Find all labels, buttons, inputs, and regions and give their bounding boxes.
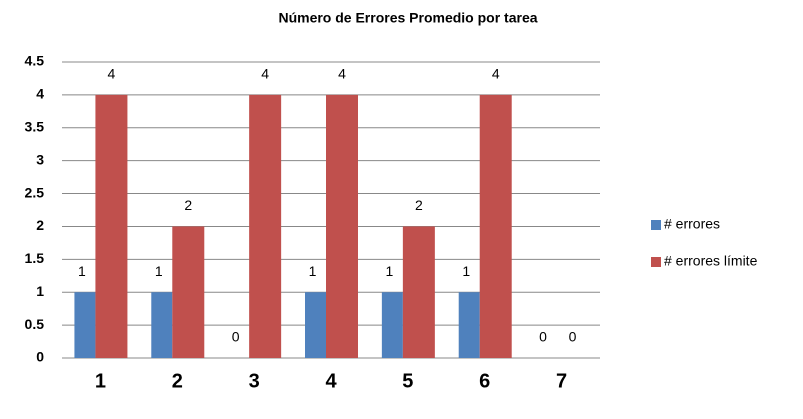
- bar: [381, 292, 403, 358]
- data-label: 1: [462, 263, 470, 279]
- bar: [305, 292, 326, 358]
- bar: [326, 94, 358, 358]
- x-tick-label: 2: [172, 370, 183, 392]
- bar: [151, 292, 173, 358]
- data-label: 0: [569, 329, 577, 345]
- y-tick-label: 1.5: [25, 250, 45, 266]
- x-tick-label: 3: [249, 370, 260, 392]
- x-tick-label: 1: [95, 370, 106, 392]
- legend-swatch: [651, 257, 661, 267]
- data-label: 1: [78, 263, 86, 279]
- data-label: 2: [184, 197, 192, 213]
- data-label: 0: [232, 329, 240, 345]
- x-tick-label: 5: [402, 370, 413, 392]
- data-label: 4: [338, 66, 346, 82]
- legend-label: # errores: [664, 216, 720, 232]
- data-label: 1: [385, 263, 393, 279]
- x-tick-label: 6: [479, 370, 490, 392]
- y-tick-label: 1: [36, 283, 44, 299]
- bar: [172, 226, 205, 358]
- bar: [249, 94, 282, 358]
- data-label: 1: [309, 263, 317, 279]
- y-tick-label: 0: [36, 349, 44, 365]
- data-label: 1: [155, 263, 163, 279]
- bar: [74, 292, 96, 358]
- y-tick-label: 4.5: [25, 53, 45, 69]
- bar: [479, 94, 512, 358]
- y-tick-label: 2.5: [25, 184, 45, 200]
- y-tick-label: 3.5: [25, 118, 45, 134]
- x-tick-label: 7: [556, 370, 567, 392]
- data-label: 4: [492, 66, 500, 82]
- bar: [402, 226, 435, 358]
- legend-label: # errores límite: [664, 253, 758, 269]
- data-label: 2: [415, 197, 423, 213]
- data-label: 4: [261, 66, 269, 82]
- y-tick-label: 4: [36, 86, 44, 102]
- y-tick-label: 3: [36, 151, 44, 167]
- bar: [458, 292, 480, 358]
- y-tick-label: 2: [36, 217, 44, 233]
- data-label: 4: [108, 66, 116, 82]
- chart-title: Número de Errores Promedio por tarea: [278, 10, 537, 26]
- y-tick-label: 0.5: [25, 316, 45, 332]
- data-label: 0: [539, 329, 547, 345]
- x-tick-label: 4: [325, 370, 337, 392]
- legend-swatch: [651, 220, 661, 230]
- bar: [95, 94, 128, 358]
